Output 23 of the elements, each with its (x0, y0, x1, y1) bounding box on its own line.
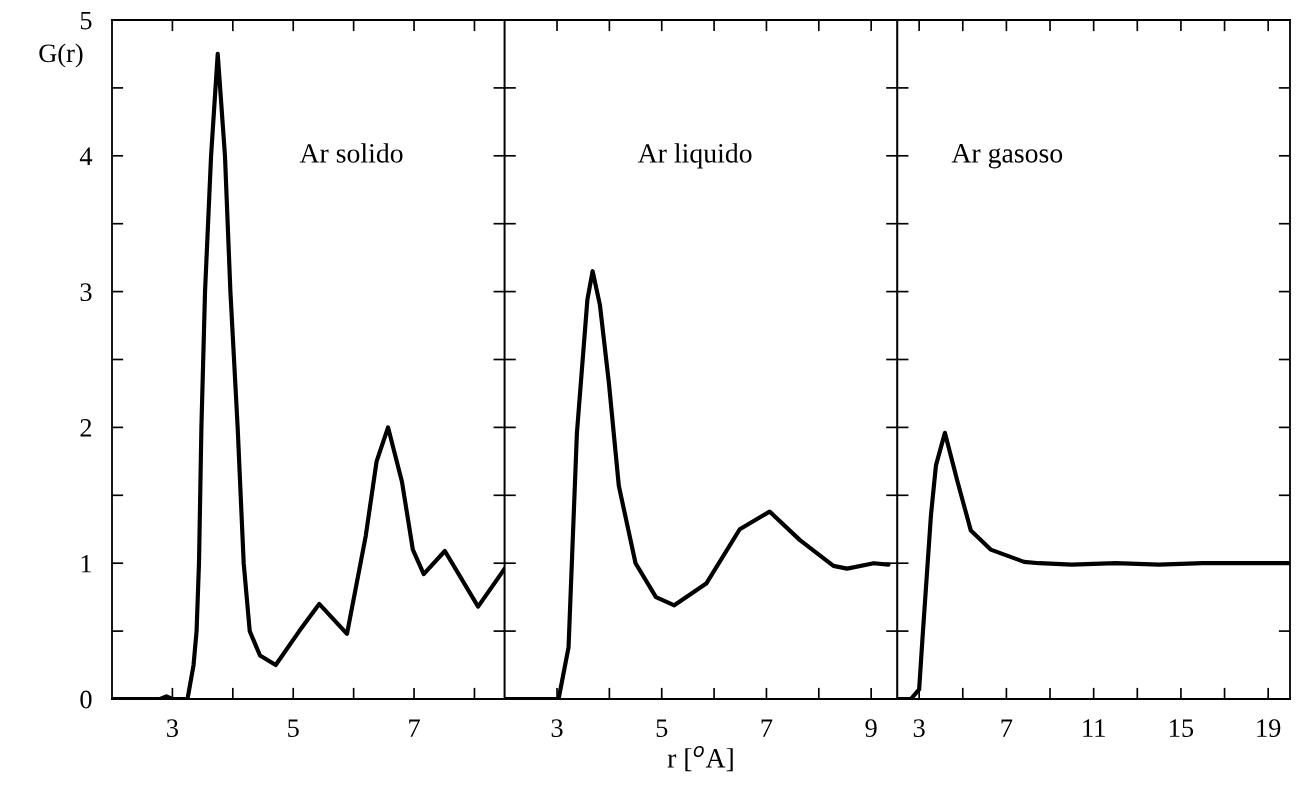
y-tick-label: 4 (79, 147, 93, 165)
y-axis-title: G(r) (39, 43, 83, 68)
x-tick-label: 7 (761, 719, 773, 737)
x-tick-label: 19 (1257, 719, 1281, 738)
y-tick-label: 3 (80, 283, 92, 302)
y-tick-label: 1 (81, 554, 91, 573)
x-tick-label: 11 (1083, 719, 1105, 737)
x-tick-label: 5 (288, 719, 299, 738)
x-tick-label: 3 (913, 719, 925, 738)
x-tick-label: 9 (865, 719, 877, 738)
x-tick-label: 15 (1170, 719, 1194, 738)
y-tick-label: 0 (80, 690, 92, 709)
annotation: Ar gasoso (951, 144, 1063, 169)
y-tick-label: 2 (80, 419, 92, 437)
annotation: Ar liquido (637, 143, 752, 169)
x-tick-label: 7 (1001, 719, 1013, 737)
x-tick-label: 7 (409, 719, 420, 737)
x-tick-label: 3 (167, 719, 178, 738)
x-tick-label: 3 (551, 719, 563, 738)
x-axis-title: r [$^{o}$A] (667, 745, 733, 772)
x-tick-label: 5 (656, 719, 668, 738)
annotation: Ar solido (299, 143, 403, 163)
y-tick-label: 5 (80, 11, 92, 30)
